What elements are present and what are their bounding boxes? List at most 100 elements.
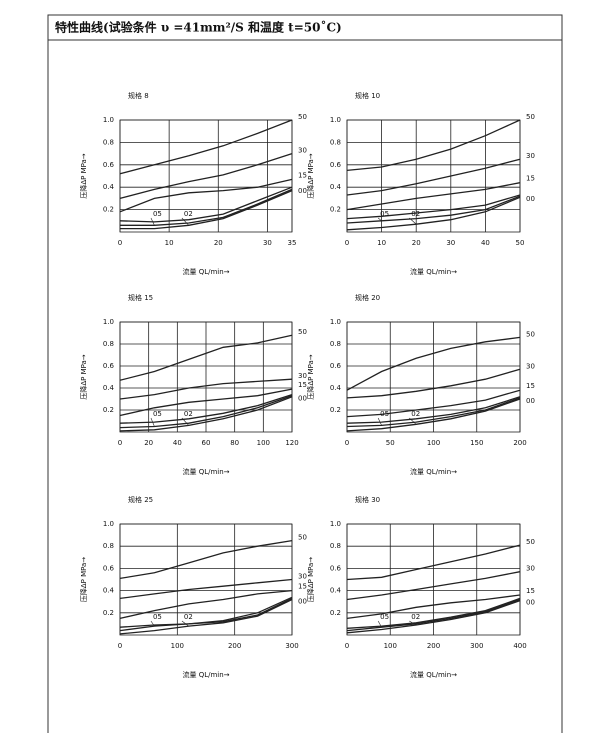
x-tick-label: 200 [228,642,241,650]
x-tick-label: 100 [257,439,270,447]
curve-label: 02 [411,613,420,621]
leader-line [377,417,382,426]
curve-label: 05 [380,410,389,418]
curve [119,152,293,200]
x-tick-label: 0 [345,239,349,247]
y-axis-label: 压降ΔP MPa→ [306,354,315,399]
curve [346,398,521,432]
leader-line [181,217,190,226]
curve [346,598,521,632]
leader-line [409,217,417,225]
y-tick-label: 0.8 [330,138,341,146]
leader-line [409,417,417,425]
curve-label: 30 [526,362,535,370]
y-tick-label: 0.2 [330,609,341,617]
y-tick-label: 0.6 [330,161,342,169]
y-axis-label: 压降ΔP MPa→ [79,354,88,399]
curve [119,395,293,429]
curve [346,336,521,391]
x-tick-label: 50 [386,439,395,447]
curve [119,539,293,580]
curve [346,544,521,581]
curve-label: 00 [298,187,307,195]
y-tick-label: 0.6 [330,564,342,572]
y-tick-label: 0.8 [103,340,114,348]
plot-frame [119,523,293,636]
x-tick-label: 40 [481,239,490,247]
x-tick-label: 200 [513,439,526,447]
curve-label: 30 [298,372,307,380]
curve [346,396,521,424]
x-tick-label: 120 [285,439,298,447]
curve-label: 02 [184,410,193,418]
curve-label: 00 [298,395,307,403]
x-tick-label: 200 [427,642,440,650]
curve-label: 05 [380,613,389,621]
curve [346,597,521,629]
y-tick-label: 0.4 [103,183,115,191]
curve-label: 50 [526,330,535,338]
header-title: 特性曲线(试验条件 υ =41mm²/S 和温度 t=50˚C) [55,20,342,35]
x-tick-label: 300 [285,642,298,650]
y-tick-label: 0.8 [103,138,114,146]
curve-label: 30 [298,147,307,155]
curve-label: 50 [298,534,307,542]
curve [120,188,293,226]
curve-label: 30 [526,152,535,160]
y-axis-label: 压降ΔP MPa→ [79,153,88,198]
curve-label: 05 [380,210,389,218]
curve-label: 50 [298,113,307,121]
curve [119,598,293,635]
curve [346,158,521,196]
x-tick-label: 100 [171,642,184,650]
leader-line [409,620,417,626]
plot-frame [346,119,521,233]
x-tick-label: 20 [144,439,153,447]
x-tick-label: 10 [377,239,386,247]
leader-line [377,620,382,628]
y-tick-label: 1.0 [330,318,341,326]
curve [346,397,521,428]
curve-label: 05 [153,613,162,621]
y-tick-label: 0.6 [103,161,115,169]
x-tick-label: 100 [427,439,440,447]
curve [119,578,293,600]
y-tick-label: 1.0 [103,520,114,528]
curve [346,119,521,172]
curve [119,393,293,424]
curve-label: 15 [298,583,307,591]
curve [119,178,293,213]
curve [346,599,521,634]
y-tick-label: 0.6 [103,564,115,572]
chart-title: 规格 20 [355,293,380,302]
y-tick-label: 0.2 [103,206,114,214]
curve-label: 00 [298,597,307,605]
page-frame [47,14,563,733]
y-tick-label: 0.4 [103,384,115,392]
y-tick-label: 0.4 [330,384,342,392]
chart-title: 规格 8 [128,91,149,100]
chart-title: 规格 15 [128,293,153,302]
leader-line [150,417,155,427]
curve [119,378,293,400]
x-tick-label: 150 [470,439,483,447]
curve-label: 15 [526,382,535,390]
y-tick-label: 0.2 [103,609,114,617]
x-axis-label: 流量 QL/min→ [182,467,229,476]
y-tick-label: 1.0 [103,318,114,326]
x-tick-label: 20 [412,239,421,247]
y-tick-label: 0.6 [103,362,115,370]
plot-frame [119,119,293,233]
y-tick-label: 0.8 [103,542,114,550]
curve [346,571,521,601]
y-tick-label: 0.4 [103,587,115,595]
curve-label: 02 [184,210,193,218]
curve [119,334,293,381]
leader-line [150,620,155,627]
curve [346,594,521,620]
x-tick-label: 60 [202,439,211,447]
curve-label: 02 [411,410,420,418]
leader-line [181,620,189,627]
curve-label: 02 [411,210,420,218]
